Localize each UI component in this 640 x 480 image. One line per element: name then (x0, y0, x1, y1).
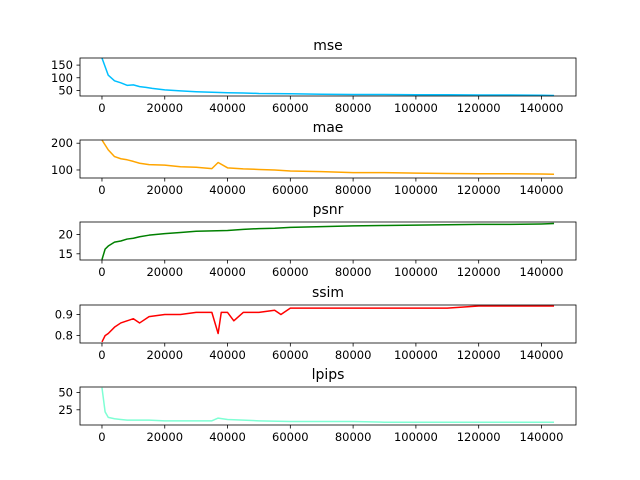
x-tick-label: 40000 (209, 183, 246, 197)
x-tick-label: 40000 (209, 265, 246, 279)
x-tick-label: 140000 (520, 348, 564, 362)
x-tick-label: 140000 (520, 101, 564, 115)
x-tick-label: 0 (98, 183, 105, 197)
x-tick-label: 80000 (335, 101, 372, 115)
x-tick-label: 20000 (146, 430, 183, 444)
x-tick-label: 60000 (272, 183, 309, 197)
y-tick-label: 20 (58, 227, 73, 241)
y-tick-label: 150 (51, 58, 73, 72)
x-tick-label: 60000 (272, 430, 309, 444)
subplot-title: psnr (313, 202, 344, 218)
x-tick-label: 60000 (272, 101, 309, 115)
subplot-ssim: ssim 0 20000 40000 60000 80000 100000 120000 140… (55, 285, 577, 362)
y-tick-label: 100 (51, 71, 73, 85)
x-tick-label: 80000 (335, 430, 372, 444)
subplot-mae: mae 0 20000 40000 60000 80000 100000 120000 1400… (51, 120, 577, 197)
x-tick-label: 100000 (394, 183, 438, 197)
subplot-title: lpips (312, 367, 345, 383)
subplot-title: mse (313, 38, 343, 54)
x-tick-label: 140000 (520, 430, 564, 444)
x-tick-label: 40000 (209, 348, 246, 362)
x-tick-label: 40000 (209, 430, 246, 444)
x-tick-label: 80000 (335, 183, 372, 197)
x-tick-label: 100000 (394, 265, 438, 279)
x-tick-label: 80000 (335, 265, 372, 279)
axes-frame (79, 221, 577, 261)
x-tick-label: 0 (98, 348, 105, 362)
x-tick-label: 20000 (146, 265, 183, 279)
y-tick-label: 15 (58, 247, 73, 261)
x-tick-label: 80000 (335, 348, 372, 362)
x-tick-label: 140000 (520, 183, 564, 197)
y-tick-label: 100 (51, 163, 73, 177)
y-tick-label: 0.8 (55, 329, 73, 343)
x-tick-label: 100000 (394, 430, 438, 444)
x-tick-label: 20000 (146, 101, 183, 115)
x-tick-label: 100000 (394, 348, 438, 362)
x-tick-label: 40000 (209, 101, 246, 115)
axes-frame (79, 57, 577, 97)
axes-frame (79, 386, 577, 426)
x-tick-label: 120000 (457, 430, 501, 444)
y-tick-label: 25 (58, 403, 73, 417)
x-tick-label: 20000 (146, 183, 183, 197)
series-line (101, 305, 555, 343)
x-tick-label: 0 (98, 430, 105, 444)
subplot-mse: mse 0 20000 40000 60000 80000 100000 120000 1400… (51, 38, 577, 115)
y-tick-label: 50 (58, 386, 73, 400)
x-tick-label: 120000 (457, 101, 501, 115)
series-line (101, 387, 555, 423)
series-line (101, 222, 555, 260)
subplot-psnr: psnr 0 20000 40000 60000 80000 100000 120000 140… (58, 202, 577, 279)
y-tick-label: 0.9 (55, 308, 73, 322)
x-tick-label: 120000 (457, 265, 501, 279)
axes-frame (79, 304, 577, 344)
x-tick-label: 120000 (457, 348, 501, 362)
series-line (101, 139, 555, 175)
x-tick-label: 140000 (520, 265, 564, 279)
series-line (101, 57, 555, 97)
axes-frame (79, 139, 577, 179)
x-tick-label: 20000 (146, 348, 183, 362)
y-tick-label: 200 (51, 136, 73, 150)
x-tick-label: 100000 (394, 101, 438, 115)
y-tick-label: 50 (58, 83, 73, 97)
subplot-title: mae (313, 120, 344, 136)
x-tick-label: 60000 (272, 265, 309, 279)
subplot-lpips: lpips 0 20000 40000 60000 80000 100000 120000 14… (58, 367, 577, 444)
x-tick-label: 120000 (457, 183, 501, 197)
x-tick-label: 0 (98, 101, 105, 115)
x-tick-label: 0 (98, 265, 105, 279)
x-tick-label: 60000 (272, 348, 309, 362)
subplot-title: ssim (312, 285, 344, 301)
